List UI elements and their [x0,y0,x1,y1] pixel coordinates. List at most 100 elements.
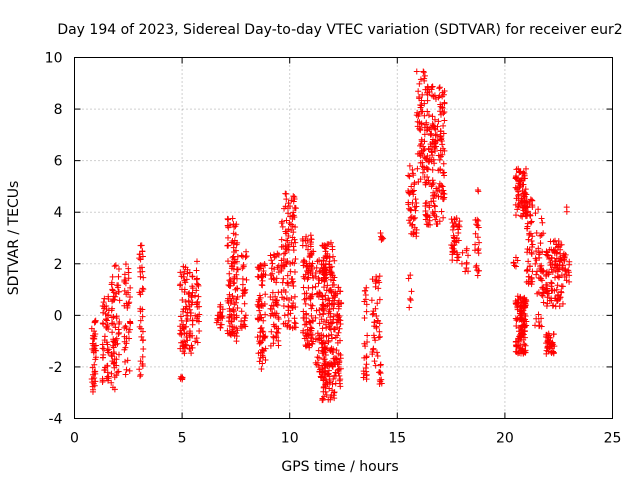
data-point [300,327,307,334]
data-point [136,366,143,373]
data-point [376,328,383,335]
data-point [522,186,529,193]
data-point [255,350,262,357]
data-point [273,279,280,286]
data-point [231,248,238,255]
data-point [229,326,236,333]
data-point [267,252,274,259]
data-point [126,293,133,300]
x-tick-label: 15 [388,431,406,447]
data-point [422,203,429,210]
data-point [111,296,118,303]
data-point [284,258,291,265]
data-point [280,287,287,294]
data-point [335,284,342,291]
data-point [563,277,570,284]
axis-ticks [74,57,613,419]
data-point [475,245,482,252]
data-point [224,234,231,241]
data-point [361,340,368,347]
data-point [281,205,288,212]
data-point [284,272,291,279]
data-point [322,245,329,252]
data-point [188,350,195,357]
data-point [105,346,112,353]
data-point [138,333,145,340]
data-point [322,359,329,366]
data-point [544,300,551,307]
data-point [475,224,482,231]
data-point [230,240,237,247]
data-point [451,237,458,244]
y-tick-label: 4 [54,205,63,221]
data-point [414,109,421,116]
data-point [123,366,130,373]
data-point [523,298,530,305]
data-point [432,139,439,146]
data-point [90,349,97,356]
data-point [275,314,282,321]
data-point [314,290,321,297]
data-point [291,236,298,243]
data-point [409,170,416,177]
data-point [413,68,420,75]
data-point [528,281,535,288]
data-point [116,318,123,325]
data-point [279,223,286,230]
x-tick-label: 10 [281,431,299,447]
data-point [301,314,308,321]
data-point [412,214,419,221]
data-point [524,249,531,256]
data-point [327,239,334,246]
data-point [126,335,133,342]
data-point [321,356,328,363]
data-point [327,319,334,326]
data-point [514,257,521,264]
data-point [291,194,298,201]
data-point [303,233,310,240]
data-point [423,179,430,186]
data-point [121,271,128,278]
data-point [548,255,555,262]
data-point [376,296,383,303]
data-point [544,334,551,341]
data-point [103,323,110,330]
data-point [184,316,191,323]
data-point [517,212,524,219]
data-point [228,318,235,325]
data-point [194,300,201,307]
data-point [523,191,530,198]
data-point [270,333,277,340]
data-point [455,254,462,261]
data-point [517,177,524,184]
data-points [88,68,573,404]
data-point [320,257,327,264]
data-point [184,337,191,344]
data-point [122,323,129,330]
data-point [410,187,417,194]
data-point [180,308,187,315]
data-point [319,325,326,332]
data-point [243,248,250,255]
data-point [335,329,342,336]
data-point [227,330,234,337]
data-point [224,327,231,334]
data-point [559,300,566,307]
data-point [459,249,466,256]
data-point [308,335,315,342]
data-point [417,127,424,134]
data-point [103,339,110,346]
data-point [115,266,122,273]
data-point [283,196,290,203]
data-point [465,268,472,275]
data-point [560,262,567,269]
data-point [112,337,119,344]
data-point [376,369,383,376]
data-point [304,263,311,270]
x-axis-label: GPS time / hours [281,459,398,475]
data-point [273,275,280,282]
data-point [179,375,186,382]
data-point [327,379,334,386]
data-point [566,278,573,285]
data-point [337,376,344,383]
